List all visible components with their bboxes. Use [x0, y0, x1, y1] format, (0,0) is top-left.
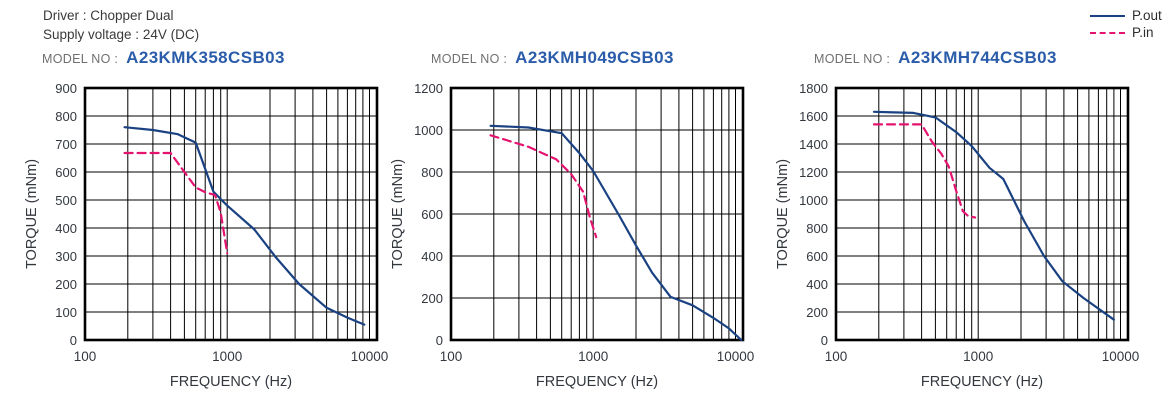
model-no-value: A23KMK358CSB03 [126, 48, 285, 67]
y-tick-label: 800 [806, 221, 828, 236]
model-row: MODEL NO : A23KMK358CSB03 [15, 48, 389, 74]
y-tick-label: 0 [821, 333, 828, 348]
y-tick-label: 400 [806, 277, 828, 292]
plot-border [83, 86, 379, 342]
chart-panel-2: MODEL NO : A23KMH049CSB03 0 200 400 600 800 1… [381, 48, 755, 404]
driver-info: Driver : Chopper Dual Supply voltage : 2… [43, 6, 199, 44]
plot-border [834, 86, 1130, 342]
x-axis-title: FREQUENCY (Hz) [170, 374, 292, 390]
series-p-in-line [123, 151, 229, 255]
y-tick-label: 1800 [799, 81, 828, 96]
pin-dashed-swatch-icon [1090, 31, 1125, 34]
torque-frequency-chart: 0 200 400 600 800 1000 1200 1400 1600 1800 100 1000… [775, 81, 1140, 390]
y-tick-label: 200 [806, 305, 828, 320]
grid [85, 88, 377, 340]
y-tick-label: 1400 [799, 137, 828, 152]
y-axis-title: TORQUE (mNm) [24, 159, 40, 269]
y-tick-label: 800 [55, 109, 77, 124]
legend-label-pin: P.in [1132, 25, 1154, 40]
y-tick-label: 900 [55, 81, 77, 96]
y-tick-label: 1200 [414, 81, 443, 96]
series-p-out-line [872, 110, 1115, 321]
supply-voltage-line: Supply voltage : 24V (DC) [43, 27, 200, 42]
y-tick-label: 1200 [799, 165, 828, 180]
series-p-out-line [123, 126, 366, 326]
model-row: MODEL NO : A23KMH049CSB03 [381, 48, 755, 74]
x-axis-title: FREQUENCY (Hz) [921, 374, 1043, 390]
y-axis-title: TORQUE (mNm) [390, 159, 406, 269]
y-tick-label: 600 [421, 207, 443, 222]
y-tick-label: 500 [55, 193, 77, 208]
y-tick-label: 200 [421, 291, 443, 306]
y-tick-label: 1000 [799, 193, 828, 208]
x-tick-label: 100 [440, 349, 463, 364]
y-tick-label: 400 [55, 221, 77, 236]
x-tick-label: 1000 [963, 349, 993, 364]
x-tick-label: 100 [74, 349, 97, 364]
x-tick-label: 10000 [1102, 349, 1140, 364]
grid [451, 88, 743, 340]
x-tick-label: 10000 [717, 349, 755, 364]
model-no-label: MODEL NO : [431, 52, 508, 66]
y-tick-label: 200 [55, 277, 77, 292]
torque-frequency-chart: 0 200 400 600 800 1000 1200 100 1000 10000 TORQUE … [390, 81, 755, 390]
x-tick-label: 100 [825, 349, 848, 364]
grid [836, 88, 1128, 340]
x-tick-label: 1000 [578, 349, 608, 364]
driver-line: Driver : Chopper Dual [43, 8, 174, 23]
chart-panel-3: MODEL NO : A23KMH744CSB03 0 200 400 600 800 1… [766, 48, 1140, 404]
model-row: MODEL NO : A23KMH744CSB03 [766, 48, 1140, 74]
y-tick-label: 0 [436, 333, 443, 348]
y-tick-label: 700 [55, 137, 77, 152]
y-axis-title: TORQUE (mNm) [775, 159, 791, 269]
legend-label-pout: P.out [1132, 8, 1162, 23]
x-axis-title: FREQUENCY (Hz) [536, 374, 658, 390]
plot-border [449, 86, 745, 342]
model-no-label: MODEL NO : [814, 52, 891, 66]
legend: P.out P.in [1090, 7, 1162, 41]
y-tick-label: 600 [55, 165, 77, 180]
y-tick-label: 800 [421, 165, 443, 180]
series-p-in-line [489, 134, 598, 239]
model-no-value: A23KMH049CSB03 [515, 48, 674, 67]
model-no-value: A23KMH744CSB03 [898, 48, 1057, 67]
chart-panel-1: MODEL NO : A23KMK358CSB03 0 100 200 300 400 5… [15, 48, 389, 404]
series-p-out-line [489, 124, 743, 342]
x-tick-label: 10000 [351, 349, 389, 364]
y-tick-label: 600 [806, 249, 828, 264]
legend-item-pout: P.out [1090, 7, 1162, 24]
legend-item-pin: P.in [1090, 24, 1162, 41]
pout-line-swatch-icon [1090, 14, 1125, 17]
y-tick-label: 300 [55, 249, 77, 264]
y-tick-label: 0 [70, 333, 77, 348]
model-no-label: MODEL NO : [42, 52, 119, 66]
y-tick-label: 100 [55, 305, 77, 320]
y-tick-label: 1600 [799, 109, 828, 124]
x-tick-label: 1000 [212, 349, 242, 364]
series-p-in-line [872, 123, 977, 219]
y-tick-label: 1000 [414, 123, 443, 138]
y-tick-label: 400 [421, 249, 443, 264]
